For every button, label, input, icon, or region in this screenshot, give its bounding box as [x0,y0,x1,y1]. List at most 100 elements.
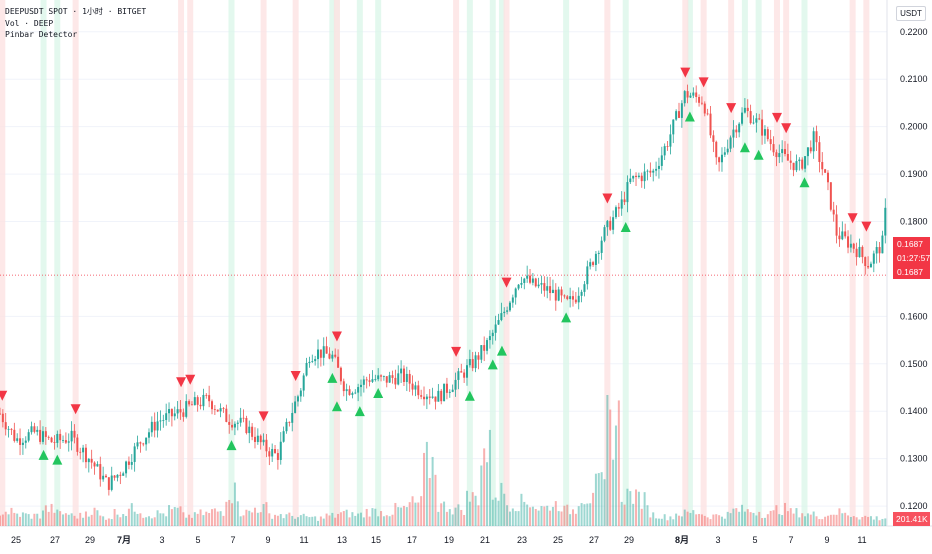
candle-body [594,253,597,265]
volume-bar [755,515,758,526]
candle-body [448,391,451,393]
candle-body [743,107,746,113]
candle-body [795,161,798,171]
volume-bar [359,512,362,526]
bullish-pinbar-band [563,0,570,526]
bullish-pinbar-band [489,0,496,526]
candle-body [809,147,812,152]
bearish-pinbar-band [503,0,510,526]
candle-body [348,389,351,395]
candle-body [173,413,176,417]
candle-body [508,302,511,311]
volume-bar [79,512,82,526]
volume-bar [606,395,609,526]
volume-bar [291,515,294,526]
candle-body [122,473,125,476]
candle-body [824,169,827,173]
price-tick-label: 0.2200 [900,27,928,37]
volume-bar [720,516,723,526]
volume-bar [36,513,39,526]
candle-body [139,442,142,444]
symbol-line[interactable]: DEEPUSDT SPOT · 1小时 · BITGET [5,7,147,16]
candle-body [145,437,148,445]
volume-bar [64,513,67,526]
candle-body [686,91,689,98]
volume-bar [50,503,53,526]
currency-selector[interactable]: USDT [896,6,926,21]
candle-body [506,310,509,312]
volume-bar [749,512,752,526]
candle-body [41,431,44,442]
volume-bar [142,517,145,526]
candle-body [239,417,242,423]
volume-bar [503,493,506,526]
candle-body [640,175,643,182]
volume-bar [597,473,600,526]
candle-body [119,474,122,476]
volume-bar [380,511,383,526]
volume-bar [491,499,494,526]
candle-body [861,246,864,258]
candle-body [755,118,758,123]
volume-bar [629,491,632,526]
bullish-pinbar-marker [373,387,384,398]
volume-bar [127,508,130,526]
volume-bar [729,513,732,526]
bullish-pinbar-marker [464,390,475,401]
volume-bar [795,508,798,526]
candle-body [245,418,248,434]
time-tick-label: 3 [159,535,164,545]
candle-body [305,362,308,376]
volume-bar [769,510,772,526]
candle-body [328,353,331,359]
candle-body [692,92,695,96]
volume-bar [506,505,509,526]
candle-body [443,383,446,402]
candle-body [672,119,675,135]
candle-body [59,433,62,441]
volume-bar [199,509,202,526]
volume-bar [348,517,351,526]
candle-body [646,170,649,172]
bullish-pinbar-marker [739,142,750,153]
volume-bar [179,506,182,526]
volume-bar [872,519,875,526]
volume-bar [540,506,543,526]
volume-bar [331,512,334,526]
candle-body [818,142,821,163]
candle-body [420,395,423,397]
pinbar-indicator-line[interactable]: Pinbar Detector [5,30,78,39]
volume-bar [213,508,216,526]
bearish-pinbar-marker [698,77,709,88]
candle-body [841,231,844,240]
volume-bar [703,515,706,526]
volume-bar [33,513,36,526]
volume-indicator-line[interactable]: Vol · DEEP [5,18,54,28]
volume-bar [855,517,858,526]
volume-bar [110,519,113,526]
volume-bar [672,519,675,526]
volume-bar [251,512,254,526]
candle-body [864,257,867,267]
candle-body [105,475,108,478]
volume-bar [829,514,832,526]
volume-bar [460,509,463,526]
volume-bar [294,518,297,526]
candle-body [715,141,718,158]
candle-body [577,295,580,303]
candle-body [325,346,328,354]
time-tick-label: 15 [371,535,381,545]
volume-bar [712,514,715,526]
volume-bar [520,493,523,526]
candle-body [778,153,781,158]
candle-body [27,432,30,441]
volume-bar [700,514,703,526]
volume-bar [133,511,136,526]
volume-bar [554,501,557,526]
volume-bar [99,515,102,526]
volume-bar [193,512,196,526]
volume-bar [549,510,552,526]
candle-body [216,409,219,412]
